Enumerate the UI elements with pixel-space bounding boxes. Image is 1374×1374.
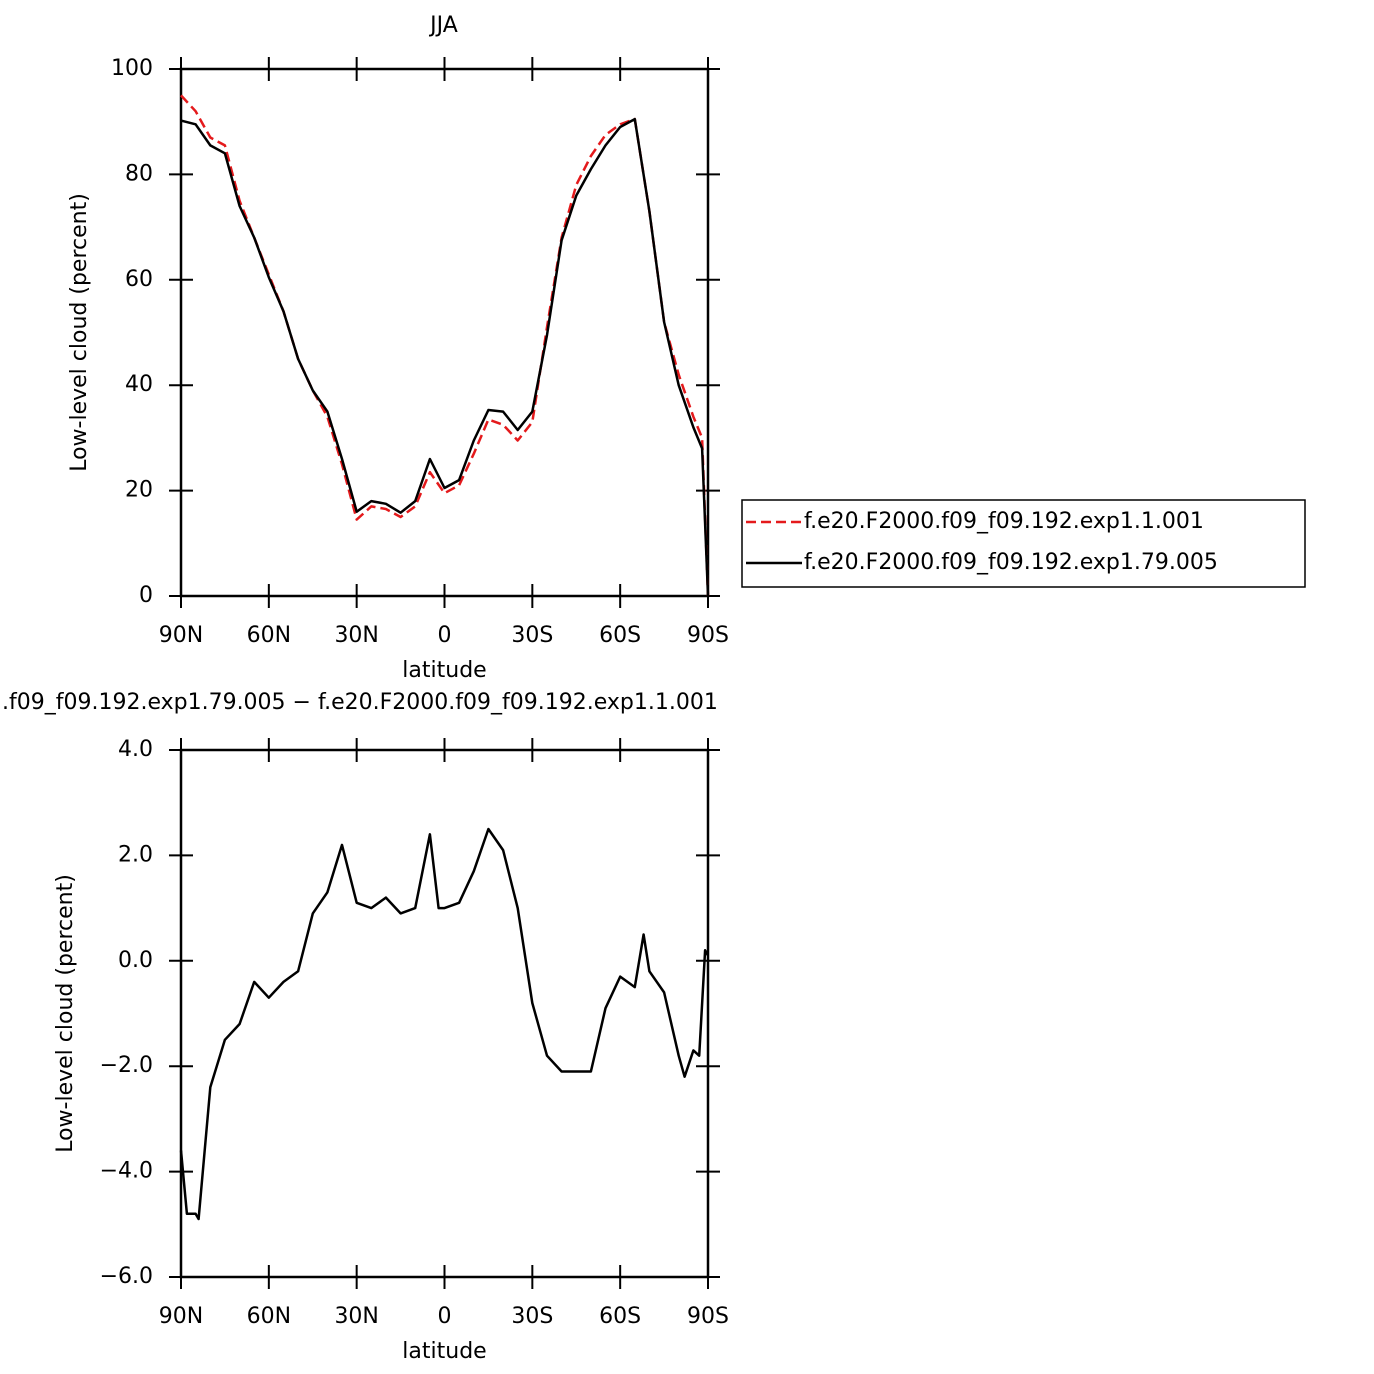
y-tick-label: 20 <box>125 478 153 503</box>
y-tick-label: 100 <box>111 56 153 81</box>
data-line <box>179 827 710 1221</box>
x-tick-label: 30N <box>334 1304 378 1329</box>
x-tick-label: 90N <box>159 623 203 648</box>
y-tick-label: 60 <box>125 267 153 292</box>
y-tick-label: 80 <box>125 161 153 186</box>
x-tick-label: 60N <box>247 623 291 648</box>
y-tick-label: 2.0 <box>118 842 153 867</box>
x-tick-label: 30S <box>511 1304 553 1329</box>
x-tick-label: 30S <box>511 623 553 648</box>
y-tick-label: −4.0 <box>100 1159 153 1184</box>
y-tick-label: 40 <box>125 372 153 397</box>
y-tick-label: 0 <box>139 583 153 608</box>
legend-box <box>741 499 1306 588</box>
x-tick-label: 90N <box>159 1304 203 1329</box>
plot-frame <box>179 67 710 598</box>
chart-title: .f09_f09.192.exp1.79.005 − f.e20.F2000.f… <box>2 690 718 715</box>
legend-label: f.e20.F2000.f09_f09.192.exp1.1.001 <box>804 509 1204 534</box>
x-tick-label: 0 <box>438 623 452 648</box>
y-axis-label: Low-level cloud (percent) <box>53 874 78 1153</box>
y-axis-label: Low-level cloud (percent) <box>67 193 92 472</box>
x-tick-label: 90S <box>687 1304 729 1329</box>
x-tick-label: 0 <box>438 1304 452 1329</box>
x-tick-label: 60S <box>599 623 641 648</box>
data-line <box>180 94 710 597</box>
y-tick-label: 4.0 <box>118 737 153 762</box>
x-axis-label: latitude <box>402 658 486 683</box>
x-tick-label: 60N <box>247 1304 291 1329</box>
chart-title: JJA <box>428 13 458 38</box>
y-tick-label: −6.0 <box>100 1264 153 1289</box>
x-tick-label: 90S <box>687 623 729 648</box>
y-tick-label: 0.0 <box>118 948 153 973</box>
x-axis-label: latitude <box>402 1339 486 1364</box>
x-tick-label: 60S <box>599 1304 641 1329</box>
legend-label: f.e20.F2000.f09_f09.192.exp1.79.005 <box>804 550 1218 575</box>
plot-frame <box>179 748 710 1279</box>
data-line <box>180 117 710 597</box>
x-tick-label: 30N <box>334 623 378 648</box>
y-tick-label: −2.0 <box>100 1053 153 1078</box>
